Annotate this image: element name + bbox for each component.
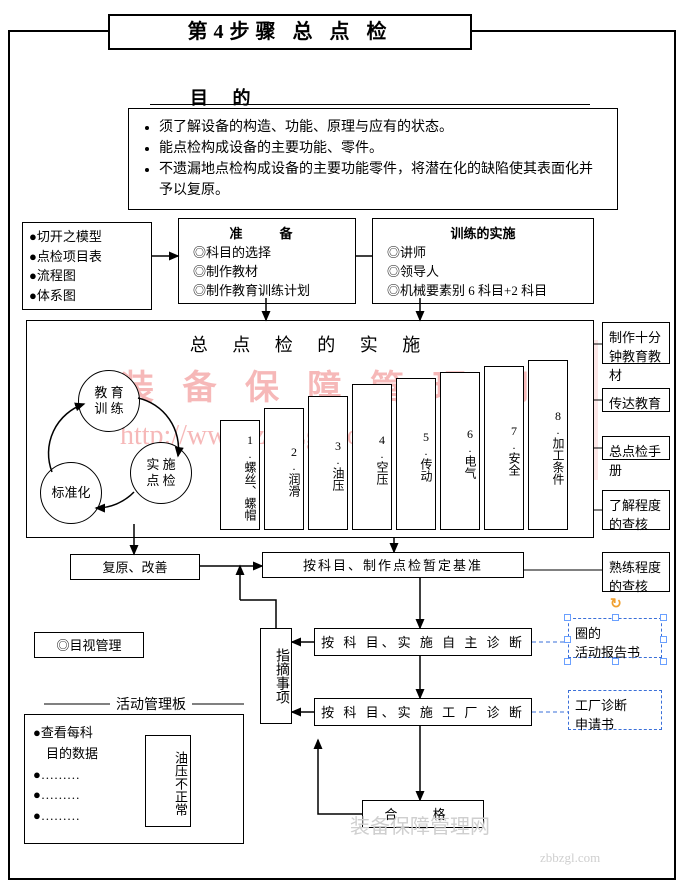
stair-step: 4.空压 bbox=[352, 384, 392, 530]
preparation-box: 准 备 ◎科目的选择 ◎制作教材 ◎制作教育训练计划 bbox=[178, 218, 356, 304]
factory-diagnosis-box: 按 科 目、实 施 工 厂 诊 断 bbox=[314, 698, 532, 726]
cycle-implement: 实 施点 检 bbox=[130, 442, 192, 504]
materials-item: ●点检项目表 bbox=[29, 247, 145, 267]
stair-step: 5.传动 bbox=[396, 378, 436, 530]
factory-application-box: 工厂诊断申请书 bbox=[568, 690, 662, 730]
prep-header: 准 备 bbox=[185, 223, 349, 242]
materials-item: ●切开之模型 bbox=[29, 227, 145, 247]
training-item: ◎领导人 bbox=[387, 261, 587, 280]
materials-item: ●体系图 bbox=[29, 286, 145, 306]
activity-board-box: ●查看每科 目的数据●………●………●……… 油压不正常 bbox=[24, 714, 244, 844]
purpose-box: 须了解设备的构造、功能、原理与应有的状态。 能点检构成设备的主要功能、零件。 不… bbox=[128, 108, 618, 210]
page-title: 第4步骤 总 点 检 bbox=[108, 14, 472, 50]
diagram-canvas: 第4步骤 总 点 检 目 的 须了解设备的构造、功能、原理与应有的状态。 能点检… bbox=[0, 0, 684, 892]
right-box-transmit-edu: 传达教育 bbox=[602, 388, 670, 412]
stair-step: 3.油压 bbox=[308, 396, 348, 530]
activity-bullet: ●……… bbox=[33, 806, 123, 827]
selection-handle[interactable] bbox=[612, 658, 619, 665]
prep-item: ◎制作教育训练计划 bbox=[193, 280, 349, 299]
purpose-underline bbox=[150, 104, 590, 105]
materials-box: ●切开之模型 ●点检项目表 ●流程图 ●体系图 bbox=[22, 222, 152, 310]
stair-step: 2.润滑 bbox=[264, 408, 304, 530]
materials-item: ●流程图 bbox=[29, 266, 145, 286]
training-box: 训练的实施 ◎讲师 ◎领导人 ◎机械要素别 6 科目+2 科目 bbox=[372, 218, 594, 304]
circle-report-box: 圈的活动报告书 bbox=[568, 618, 662, 658]
rotate-handle-icon[interactable]: ↻ bbox=[610, 596, 622, 608]
purpose-heading: 目 的 bbox=[190, 84, 261, 110]
standard-set-box: 按科目、制作点检暂定基准 bbox=[262, 552, 524, 578]
training-item: ◎讲师 bbox=[387, 242, 587, 261]
prep-item: ◎制作教材 bbox=[193, 261, 349, 280]
restore-box: 复原、改善 bbox=[70, 554, 200, 580]
activity-bullet: ●……… bbox=[33, 765, 123, 786]
implementation-title: 总 点 检 的 实 施 bbox=[27, 331, 593, 357]
activity-bullet: ●……… bbox=[33, 785, 123, 806]
activity-bullets: ●查看每科 目的数据●………●………●……… bbox=[33, 723, 123, 827]
cycle-standardize: 标准化 bbox=[40, 462, 102, 524]
selection-handle[interactable] bbox=[612, 614, 619, 621]
activity-bullet: ●查看每科 目的数据 bbox=[33, 723, 123, 765]
selection-handle[interactable] bbox=[660, 658, 667, 665]
pointing-items-box: 指摘事项 bbox=[260, 628, 292, 724]
purpose-item: 须了解设备的构造、功能、原理与应有的状态。 bbox=[159, 117, 605, 138]
right-box-proficiency-check: 熟练程度的查核 bbox=[602, 552, 670, 592]
stair-step: 6.电气 bbox=[440, 372, 480, 530]
training-item: ◎机械要素别 6 科目+2 科目 bbox=[387, 280, 587, 299]
right-box-manual: 总点检手册 bbox=[602, 436, 670, 460]
stair-step: 7.安全 bbox=[484, 366, 524, 530]
visual-mgmt-box: ◎目视管理 bbox=[34, 632, 144, 658]
gauge-box: 油压不正常 bbox=[145, 735, 191, 827]
activity-board-title: 活动管理板 bbox=[116, 694, 186, 714]
self-diagnosis-box: 按 科 目、实 施 自 主 诊 断 bbox=[314, 628, 532, 656]
purpose-item: 能点检构成设备的主要功能、零件。 bbox=[159, 138, 605, 159]
selection-handle[interactable] bbox=[660, 636, 667, 643]
right-box-understanding-check: 了解程度的查核 bbox=[602, 490, 670, 530]
selection-handle[interactable] bbox=[564, 614, 571, 621]
selection-handle[interactable] bbox=[564, 636, 571, 643]
pass-box: 合 格 bbox=[362, 800, 484, 828]
stair-step: 8.加工条件 bbox=[528, 360, 568, 530]
staircase: 1.螺丝、螺帽2.润滑3.油压4.空压5.传动6.电气7.安全8.加工条件 bbox=[220, 360, 580, 530]
prep-item: ◎科目的选择 bbox=[193, 242, 349, 261]
selection-handle[interactable] bbox=[564, 658, 571, 665]
training-header: 训练的实施 bbox=[379, 223, 587, 242]
purpose-item: 不遗漏地点检构成设备的主要功能零件，将潜在化的缺陷使其表面化并予以复原。 bbox=[159, 159, 605, 201]
stair-step: 1.螺丝、螺帽 bbox=[220, 420, 260, 530]
cycle-education: 教 育训 练 bbox=[78, 370, 140, 432]
right-box-teaching-materials: 制作十分钟教育教材 bbox=[602, 322, 670, 364]
selection-handle[interactable] bbox=[660, 614, 667, 621]
